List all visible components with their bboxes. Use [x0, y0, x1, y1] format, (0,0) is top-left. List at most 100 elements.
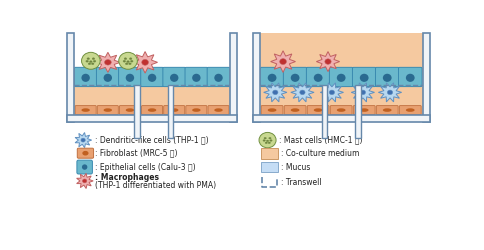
Ellipse shape: [336, 74, 345, 82]
Ellipse shape: [82, 179, 87, 183]
Ellipse shape: [272, 90, 277, 95]
Ellipse shape: [267, 74, 276, 82]
FancyBboxPatch shape: [398, 67, 421, 86]
Ellipse shape: [268, 137, 271, 139]
Ellipse shape: [382, 74, 391, 82]
Ellipse shape: [170, 74, 178, 82]
Ellipse shape: [336, 108, 345, 112]
FancyBboxPatch shape: [207, 67, 229, 86]
Ellipse shape: [263, 137, 266, 139]
Ellipse shape: [382, 108, 391, 112]
Polygon shape: [263, 83, 287, 102]
Ellipse shape: [86, 60, 88, 62]
Ellipse shape: [148, 74, 156, 82]
Ellipse shape: [359, 74, 368, 82]
Ellipse shape: [214, 74, 222, 82]
Ellipse shape: [125, 108, 134, 112]
Polygon shape: [76, 173, 93, 188]
Bar: [74, 75, 230, 86]
FancyBboxPatch shape: [260, 67, 283, 86]
Ellipse shape: [87, 58, 90, 59]
Ellipse shape: [405, 108, 414, 112]
Ellipse shape: [123, 60, 125, 62]
FancyBboxPatch shape: [75, 106, 96, 114]
Ellipse shape: [130, 60, 133, 62]
Polygon shape: [75, 132, 91, 148]
Ellipse shape: [91, 63, 94, 65]
Bar: [252, 116, 429, 122]
FancyBboxPatch shape: [261, 162, 278, 172]
Polygon shape: [316, 52, 339, 72]
FancyBboxPatch shape: [283, 67, 306, 86]
Ellipse shape: [105, 60, 111, 65]
Ellipse shape: [329, 90, 334, 95]
FancyBboxPatch shape: [306, 106, 328, 114]
Ellipse shape: [126, 61, 129, 62]
Ellipse shape: [148, 108, 156, 112]
Ellipse shape: [279, 59, 286, 64]
Bar: [252, 33, 259, 122]
Ellipse shape: [258, 132, 275, 148]
Ellipse shape: [299, 90, 304, 95]
FancyBboxPatch shape: [208, 106, 228, 114]
Text: : Mast cells (HMC-1 등): : Mast cells (HMC-1 등): [279, 136, 362, 144]
Ellipse shape: [359, 108, 368, 112]
FancyBboxPatch shape: [141, 106, 162, 114]
FancyBboxPatch shape: [97, 106, 118, 114]
Polygon shape: [95, 52, 120, 72]
Polygon shape: [270, 51, 295, 72]
Text: : Fibroblast (MRC-5 등): : Fibroblast (MRC-5 등): [94, 149, 177, 158]
FancyBboxPatch shape: [77, 160, 92, 174]
Ellipse shape: [129, 58, 132, 59]
Polygon shape: [133, 52, 157, 73]
Polygon shape: [378, 83, 401, 102]
Text: : Dendritic-like cells (THP-1 등): : Dendritic-like cells (THP-1 등): [94, 136, 208, 144]
Text: (THP-1 differentiated with PMA): (THP-1 differentiated with PMA): [94, 181, 215, 190]
Text: : Transwell: : Transwell: [280, 178, 321, 187]
Bar: [67, 33, 74, 122]
Ellipse shape: [214, 108, 222, 112]
Ellipse shape: [360, 90, 365, 95]
Ellipse shape: [262, 140, 265, 141]
Ellipse shape: [93, 60, 96, 62]
Polygon shape: [290, 83, 314, 102]
FancyBboxPatch shape: [376, 106, 397, 114]
Ellipse shape: [104, 74, 112, 82]
FancyBboxPatch shape: [163, 67, 185, 86]
Ellipse shape: [324, 59, 331, 64]
Ellipse shape: [405, 74, 414, 82]
Ellipse shape: [81, 52, 100, 69]
Bar: [259, 75, 422, 86]
Ellipse shape: [170, 108, 178, 112]
Ellipse shape: [387, 90, 392, 95]
Ellipse shape: [88, 63, 91, 65]
Ellipse shape: [125, 74, 134, 82]
Bar: [230, 33, 237, 122]
Text: : Macrophages: : Macrophages: [94, 173, 158, 182]
Bar: [422, 33, 429, 122]
Text: : Epithelial cells (Calu-3 등): : Epithelial cells (Calu-3 등): [94, 162, 195, 172]
Ellipse shape: [81, 108, 90, 112]
FancyBboxPatch shape: [375, 67, 398, 86]
Ellipse shape: [266, 140, 268, 142]
Ellipse shape: [192, 108, 200, 112]
FancyBboxPatch shape: [330, 106, 351, 114]
Ellipse shape: [290, 74, 299, 82]
FancyBboxPatch shape: [164, 106, 184, 114]
FancyBboxPatch shape: [96, 67, 119, 86]
FancyBboxPatch shape: [306, 67, 329, 86]
Ellipse shape: [313, 108, 322, 112]
Ellipse shape: [104, 108, 112, 112]
FancyBboxPatch shape: [261, 106, 282, 114]
Ellipse shape: [125, 63, 128, 65]
FancyBboxPatch shape: [352, 106, 374, 114]
FancyBboxPatch shape: [185, 106, 207, 114]
FancyBboxPatch shape: [352, 67, 375, 86]
Ellipse shape: [82, 164, 87, 170]
FancyBboxPatch shape: [261, 148, 278, 158]
Bar: [74, 86, 230, 122]
Bar: [259, 33, 422, 122]
Ellipse shape: [141, 60, 148, 65]
FancyBboxPatch shape: [77, 148, 93, 158]
Ellipse shape: [81, 138, 85, 142]
